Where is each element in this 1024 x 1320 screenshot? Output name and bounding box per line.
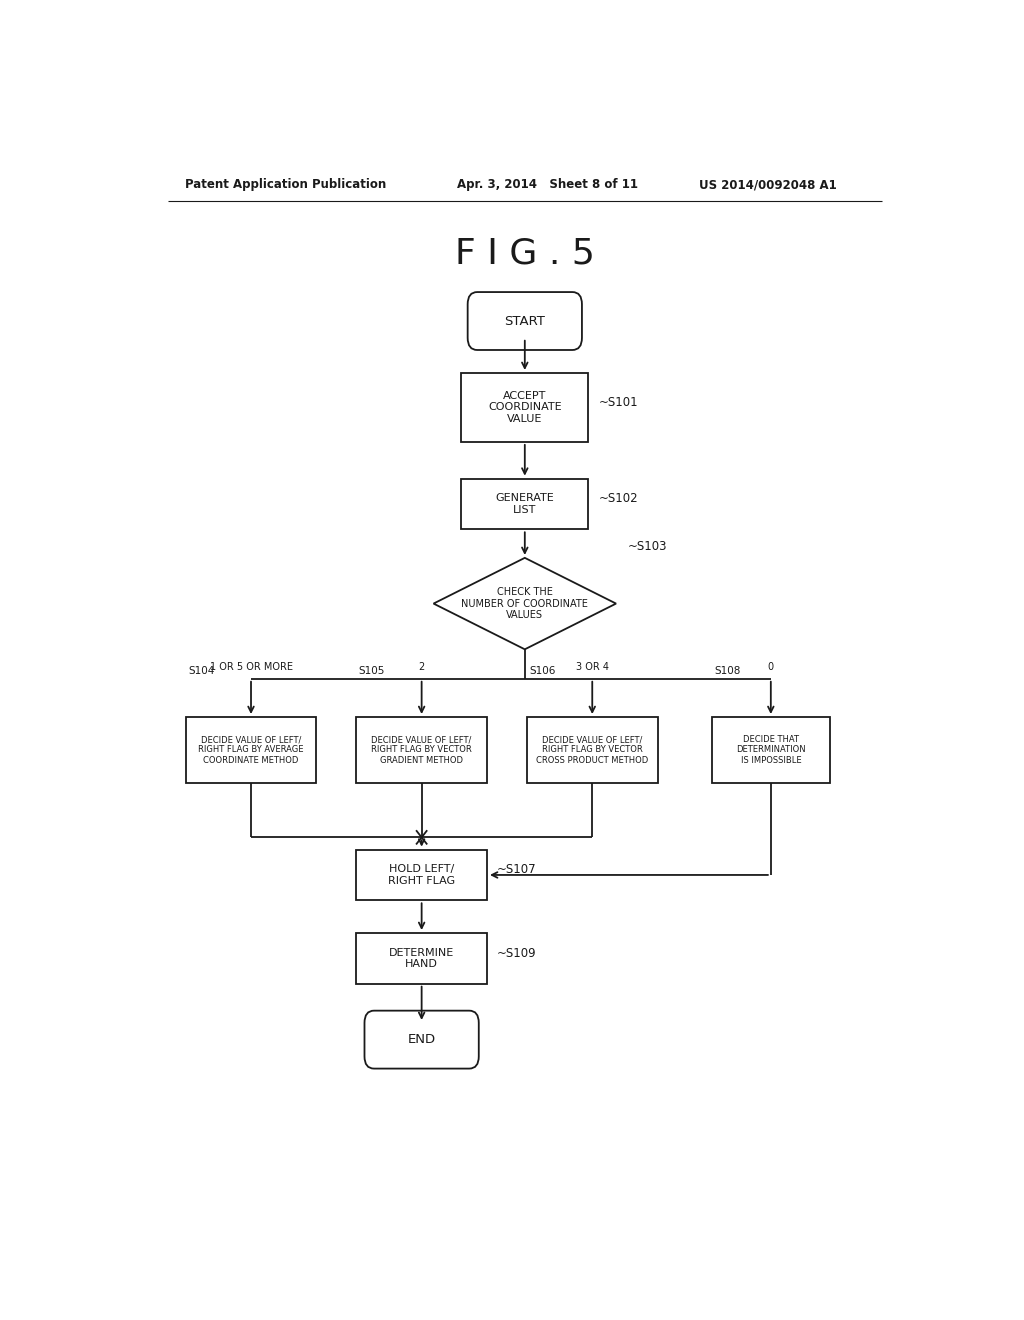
- Text: ~S103: ~S103: [628, 540, 668, 553]
- Polygon shape: [433, 558, 616, 649]
- Text: F I G . 5: F I G . 5: [455, 238, 595, 271]
- Text: S104: S104: [188, 667, 214, 676]
- Text: ACCEPT
COORDINATE
VALUE: ACCEPT COORDINATE VALUE: [488, 391, 561, 424]
- Text: Patent Application Publication: Patent Application Publication: [185, 178, 386, 191]
- Text: S108: S108: [715, 667, 740, 676]
- Bar: [712, 717, 829, 783]
- Bar: [185, 717, 316, 783]
- Text: ~S101: ~S101: [599, 396, 638, 409]
- Bar: [526, 717, 657, 783]
- Text: DECIDE VALUE OF LEFT/
RIGHT FLAG BY VECTOR
CROSS PRODUCT METHOD: DECIDE VALUE OF LEFT/ RIGHT FLAG BY VECT…: [537, 735, 648, 764]
- Text: DECIDE VALUE OF LEFT/
RIGHT FLAG BY AVERAGE
COORDINATE METHOD: DECIDE VALUE OF LEFT/ RIGHT FLAG BY AVER…: [199, 735, 304, 764]
- Bar: [356, 850, 487, 900]
- FancyBboxPatch shape: [365, 1011, 479, 1069]
- Text: 1 OR 5 OR MORE: 1 OR 5 OR MORE: [210, 661, 293, 672]
- Text: 2: 2: [419, 661, 425, 672]
- Text: 0: 0: [768, 661, 774, 672]
- Text: HOLD LEFT/
RIGHT FLAG: HOLD LEFT/ RIGHT FLAG: [388, 865, 456, 886]
- Bar: [461, 372, 588, 442]
- Text: 3 OR 4: 3 OR 4: [575, 661, 608, 672]
- Text: DETERMINE
HAND: DETERMINE HAND: [389, 948, 455, 969]
- Text: ~S109: ~S109: [497, 946, 537, 960]
- Text: US 2014/0092048 A1: US 2014/0092048 A1: [699, 178, 838, 191]
- Text: GENERATE
LIST: GENERATE LIST: [496, 494, 554, 515]
- Text: ~S107: ~S107: [497, 863, 537, 876]
- FancyBboxPatch shape: [468, 292, 582, 350]
- Bar: [461, 479, 588, 529]
- Text: START: START: [505, 314, 545, 327]
- Text: CHECK THE
NUMBER OF COORDINATE
VALUES: CHECK THE NUMBER OF COORDINATE VALUES: [462, 587, 588, 620]
- Text: END: END: [408, 1034, 435, 1047]
- Text: Apr. 3, 2014   Sheet 8 of 11: Apr. 3, 2014 Sheet 8 of 11: [458, 178, 638, 191]
- Text: ~S102: ~S102: [599, 492, 638, 506]
- Bar: [356, 933, 487, 983]
- Bar: [356, 717, 487, 783]
- Text: S106: S106: [529, 667, 556, 676]
- Text: S105: S105: [358, 667, 385, 676]
- Text: DECIDE VALUE OF LEFT/
RIGHT FLAG BY VECTOR
GRADIENT METHOD: DECIDE VALUE OF LEFT/ RIGHT FLAG BY VECT…: [372, 735, 472, 764]
- Text: DECIDE THAT
DETERMINATION
IS IMPOSSIBLE: DECIDE THAT DETERMINATION IS IMPOSSIBLE: [736, 735, 806, 764]
